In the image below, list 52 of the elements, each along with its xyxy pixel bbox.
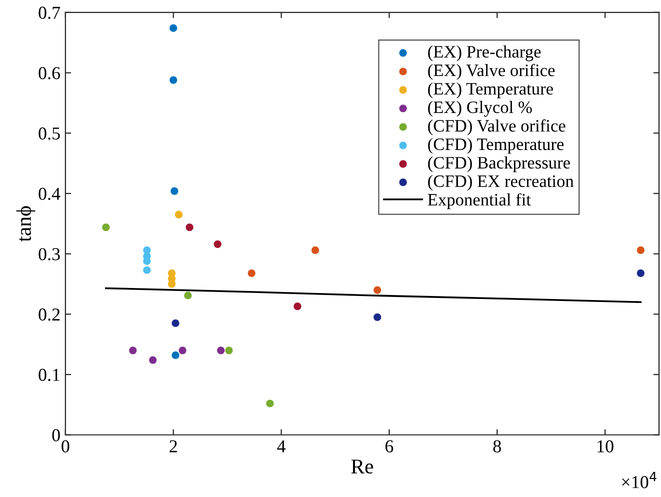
legend-label: (CFD) EX recreation: [428, 174, 574, 191]
point: [143, 266, 151, 274]
y-tick-label: 0.1: [38, 368, 60, 382]
point: [170, 76, 178, 84]
y-tick-label: 0.3: [38, 248, 60, 260]
point: [636, 246, 644, 254]
legend-label: (EX) Valve orifice: [428, 64, 555, 80]
x-tick-label: 10: [598, 440, 614, 452]
y-tick-label: 0.5: [38, 127, 60, 140]
point: [170, 24, 178, 32]
point: [170, 187, 178, 195]
x-tick-label: 2: [170, 440, 177, 452]
point: [184, 292, 192, 300]
legend-label: (CFD) Valve orifice: [428, 119, 566, 136]
legend-label: (CFD) Temperature: [428, 138, 564, 154]
legend-label: (EX) Temperature: [428, 82, 553, 98]
point: [102, 223, 110, 232]
x-axis-title: Re: [351, 460, 374, 474]
point: [174, 210, 183, 218]
point: [168, 280, 176, 288]
point: [266, 400, 274, 408]
y-tick-label: 0: [52, 429, 60, 442]
legend-label: (EX) Pre-charge: [428, 45, 541, 62]
y-tick-label: 0.2: [38, 308, 60, 321]
x-tick-label: 8: [493, 440, 501, 452]
point: [248, 269, 256, 277]
point: [294, 302, 302, 310]
point: [374, 286, 382, 294]
point: [311, 246, 320, 254]
point: [178, 346, 186, 354]
x-tick-label: 4: [277, 440, 286, 452]
legend-label: (CFD) Backpressure: [428, 156, 570, 172]
point: [374, 313, 382, 321]
x-tick-label: 0: [62, 440, 70, 452]
y-tick-label: 0.4: [38, 188, 60, 200]
x-tick-label: 6: [385, 440, 394, 452]
point: [149, 356, 157, 364]
point: [172, 351, 180, 360]
point: [172, 319, 180, 328]
point: [214, 240, 222, 248]
y-axis-title: tanϕ: [16, 206, 36, 242]
line-series: [105, 287, 642, 304]
y-tick-label: 0.6: [38, 67, 60, 80]
text: ×10$^{4}$: [622, 472, 656, 488]
point: [129, 346, 137, 354]
legend-label: (EX) Glycol %: [428, 100, 532, 117]
y-tick-label: 0.7: [38, 6, 60, 19]
point: [636, 269, 644, 277]
point: [186, 223, 194, 232]
point: [225, 346, 233, 354]
point: [217, 346, 225, 354]
legend-label: Exponential fit: [428, 193, 531, 210]
